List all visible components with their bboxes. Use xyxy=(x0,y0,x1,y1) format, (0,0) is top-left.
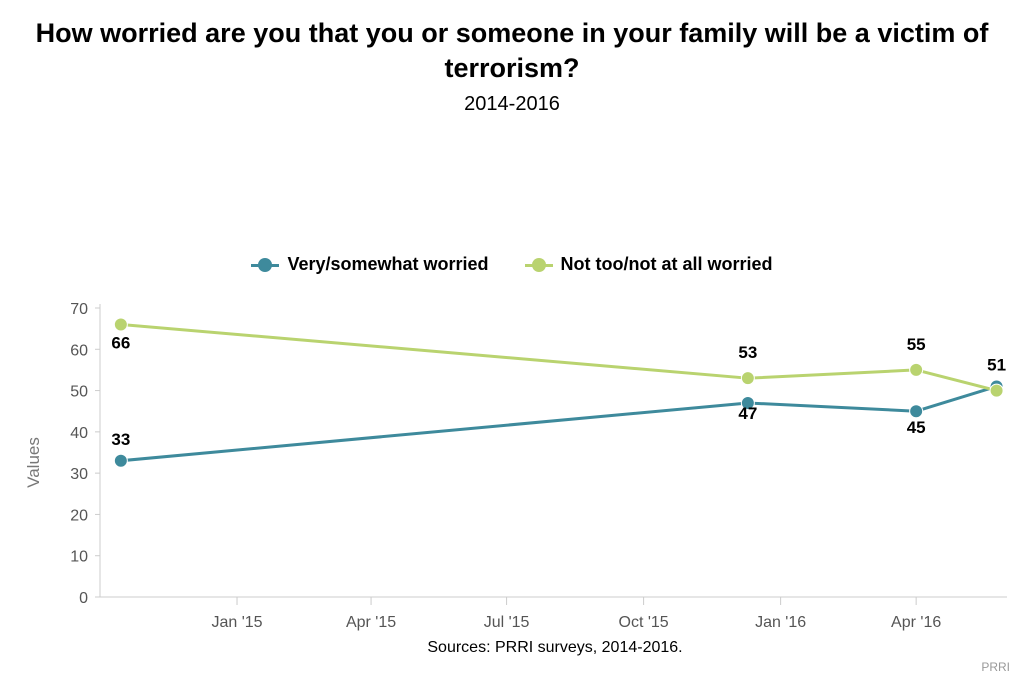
y-tick-label: 40 xyxy=(70,425,88,442)
data-label: 51 xyxy=(987,355,1006,374)
x-tick-label: Jan '16 xyxy=(755,614,806,631)
data-point xyxy=(740,395,755,410)
x-tick-label: Apr '16 xyxy=(891,614,941,631)
data-label: 45 xyxy=(907,418,926,437)
data-label: 33 xyxy=(111,430,130,449)
legend-item-not-worried[interactable]: Not too/not at all worried xyxy=(524,254,773,275)
y-tick-label: 30 xyxy=(70,466,88,483)
y-tick-label: 0 xyxy=(79,590,88,607)
data-label: 55 xyxy=(907,335,926,354)
data-label: 53 xyxy=(738,343,757,362)
data-point xyxy=(113,453,128,468)
y-tick-label: 60 xyxy=(70,342,88,359)
source-note: Sources: PRRI surveys, 2014-2016. xyxy=(427,639,683,656)
data-label: 66 xyxy=(111,334,130,353)
data-point xyxy=(909,362,924,377)
legend-label-not-worried: Not too/not at all worried xyxy=(560,254,773,274)
data-point xyxy=(740,371,755,386)
x-tick-label: Jan '15 xyxy=(211,614,262,631)
legend-swatch-not-worried xyxy=(524,257,553,272)
legend: Very/somewhat worried Not too/not at all… xyxy=(0,254,1024,275)
series-line-worried xyxy=(120,385,998,463)
y-tick-label: 20 xyxy=(70,507,88,524)
x-tick-label: Jul '15 xyxy=(484,614,530,631)
data-point xyxy=(909,404,924,419)
data-point xyxy=(113,317,128,332)
legend-label-worried: Very/somewhat worried xyxy=(287,254,489,274)
credit-label: PRRI xyxy=(981,660,1010,674)
legend-swatch-worried xyxy=(251,257,280,272)
data-label: 47 xyxy=(738,404,757,423)
data-point xyxy=(989,383,1004,398)
x-tick-label: Apr '15 xyxy=(346,614,396,631)
series-line-not-worried xyxy=(120,323,997,393)
x-tick-label: Oct '15 xyxy=(619,614,669,631)
y-tick-label: 10 xyxy=(70,549,88,566)
chart-title: How worried are you that you or someone … xyxy=(35,18,989,83)
y-tick-label: 70 xyxy=(70,301,88,318)
y-tick-label: 50 xyxy=(70,384,88,401)
y-axis-title: Values xyxy=(24,437,43,488)
chart-subtitle: 2014-2016 xyxy=(464,93,560,115)
legend-item-worried[interactable]: Very/somewhat worried xyxy=(251,254,489,275)
